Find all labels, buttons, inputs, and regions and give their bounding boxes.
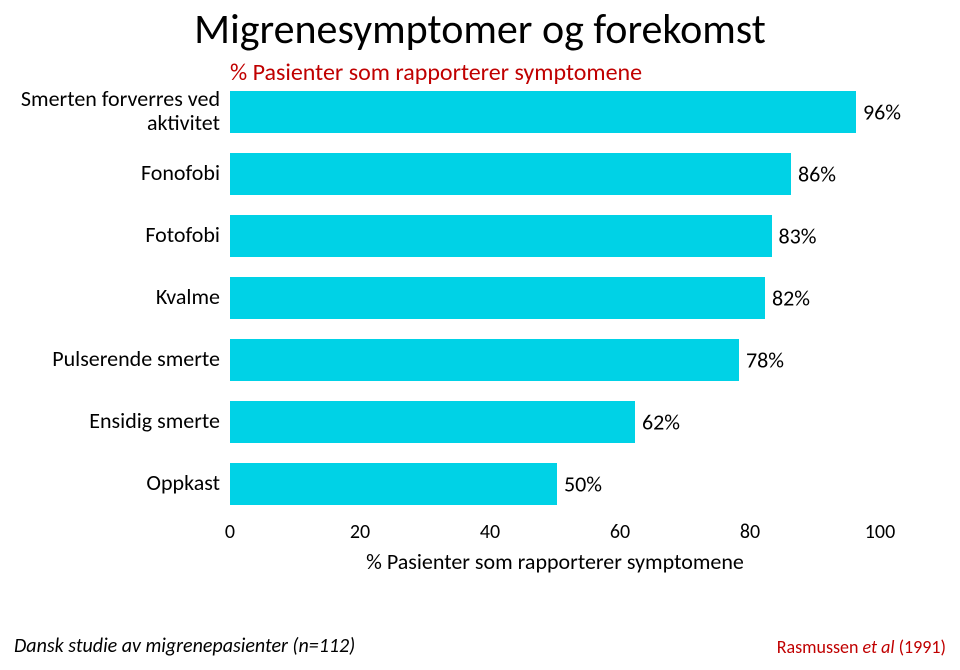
bar-area: 50%: [230, 461, 880, 505]
bar-area: 86%: [230, 151, 880, 195]
slide: { "title": "Migrenesymptomer og forekoms…: [0, 0, 960, 670]
axis-wrap: 0 20 40 60 80 100 % Pasienter som rapporterer …: [0, 514, 960, 574]
category-label: Fotofobi: [0, 223, 230, 247]
axis-tick: 80: [740, 520, 760, 544]
axis-ticks: 020406080100: [230, 520, 880, 544]
axis-tick: 40: [480, 520, 500, 544]
value-label: 83%: [779, 223, 817, 250]
footnote: Dansk studie av migrenepasienter (n=112): [14, 634, 355, 658]
category-label: Pulserende smerte: [0, 347, 230, 371]
bar: 78%: [230, 339, 739, 381]
chart-row: Ensidig smerte62%: [0, 390, 960, 452]
bar: 96%: [230, 91, 856, 133]
chart-row: Kvalme82%: [0, 266, 960, 328]
bar: 50%: [230, 463, 557, 505]
bar: 82%: [230, 277, 765, 319]
chart-row: Oppkast50%: [0, 452, 960, 514]
bar-area: 83%: [230, 213, 880, 257]
value-label: 82%: [772, 285, 810, 312]
chart-row: Smerten forverres ved aktivitet96%: [0, 80, 960, 142]
bar-area: 82%: [230, 275, 880, 319]
category-label: Oppkast: [0, 471, 230, 495]
category-label: Kvalme: [0, 285, 230, 309]
bar: 83%: [230, 215, 772, 257]
bar-chart: Smerten forverres ved aktivitet96%Fonofo…: [0, 80, 960, 574]
chart-row: Fotofobi83%: [0, 204, 960, 266]
bar-area: 96%: [230, 89, 880, 133]
bar-area: 78%: [230, 337, 880, 381]
category-label: Smerten forverres ved aktivitet: [0, 87, 230, 135]
bar-area: 62%: [230, 399, 880, 443]
category-label: Ensidig smerte: [0, 409, 230, 433]
chart-row: Pulserende smerte78%: [0, 328, 960, 390]
citation-etal: et al: [858, 636, 898, 658]
bar: 62%: [230, 401, 635, 443]
citation-year: (1991): [899, 636, 946, 658]
bar: 86%: [230, 153, 791, 195]
value-label: 62%: [642, 409, 680, 436]
axis-title: % Pasienter som rapporterer symptomene: [230, 548, 880, 575]
axis-tick: 100: [865, 520, 895, 544]
x-axis: 020406080100% Pasienter som rapporterer …: [230, 520, 880, 575]
citation: Rasmussen et al (1991): [777, 636, 946, 658]
slide-title: Migrenesymptomer og forekomst: [0, 4, 960, 55]
axis-tick: 20: [350, 520, 370, 544]
category-label: Fonofobi: [0, 161, 230, 185]
axis-tick: 60: [610, 520, 630, 544]
chart-row: Fonofobi86%: [0, 142, 960, 204]
axis-tick: 0: [225, 520, 235, 544]
value-label: 96%: [863, 99, 901, 126]
value-label: 78%: [746, 347, 784, 374]
citation-author: Rasmussen: [777, 636, 859, 658]
value-label: 50%: [564, 471, 602, 498]
value-label: 86%: [798, 161, 836, 188]
